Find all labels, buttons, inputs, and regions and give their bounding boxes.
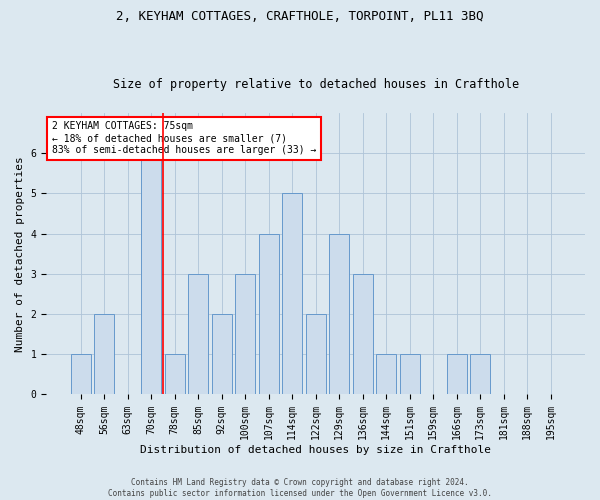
Bar <box>141 153 161 394</box>
Bar <box>71 354 91 395</box>
Y-axis label: Number of detached properties: Number of detached properties <box>15 156 25 352</box>
Bar <box>235 274 255 394</box>
Bar <box>212 314 232 394</box>
Bar <box>353 274 373 394</box>
Title: Size of property relative to detached houses in Crafthole: Size of property relative to detached ho… <box>113 78 518 91</box>
Bar <box>188 274 208 394</box>
Bar <box>446 354 467 395</box>
Bar <box>376 354 396 395</box>
Bar <box>400 354 419 395</box>
Bar <box>329 234 349 394</box>
Bar <box>164 354 185 395</box>
Bar <box>470 354 490 395</box>
Text: Contains HM Land Registry data © Crown copyright and database right 2024.
Contai: Contains HM Land Registry data © Crown c… <box>108 478 492 498</box>
X-axis label: Distribution of detached houses by size in Crafthole: Distribution of detached houses by size … <box>140 445 491 455</box>
Bar <box>305 314 326 394</box>
Bar <box>94 314 114 394</box>
Text: 2, KEYHAM COTTAGES, CRAFTHOLE, TORPOINT, PL11 3BQ: 2, KEYHAM COTTAGES, CRAFTHOLE, TORPOINT,… <box>116 10 484 23</box>
Bar <box>282 194 302 394</box>
Text: 2 KEYHAM COTTAGES: 75sqm
← 18% of detached houses are smaller (7)
83% of semi-de: 2 KEYHAM COTTAGES: 75sqm ← 18% of detach… <box>52 122 316 154</box>
Bar <box>259 234 278 394</box>
